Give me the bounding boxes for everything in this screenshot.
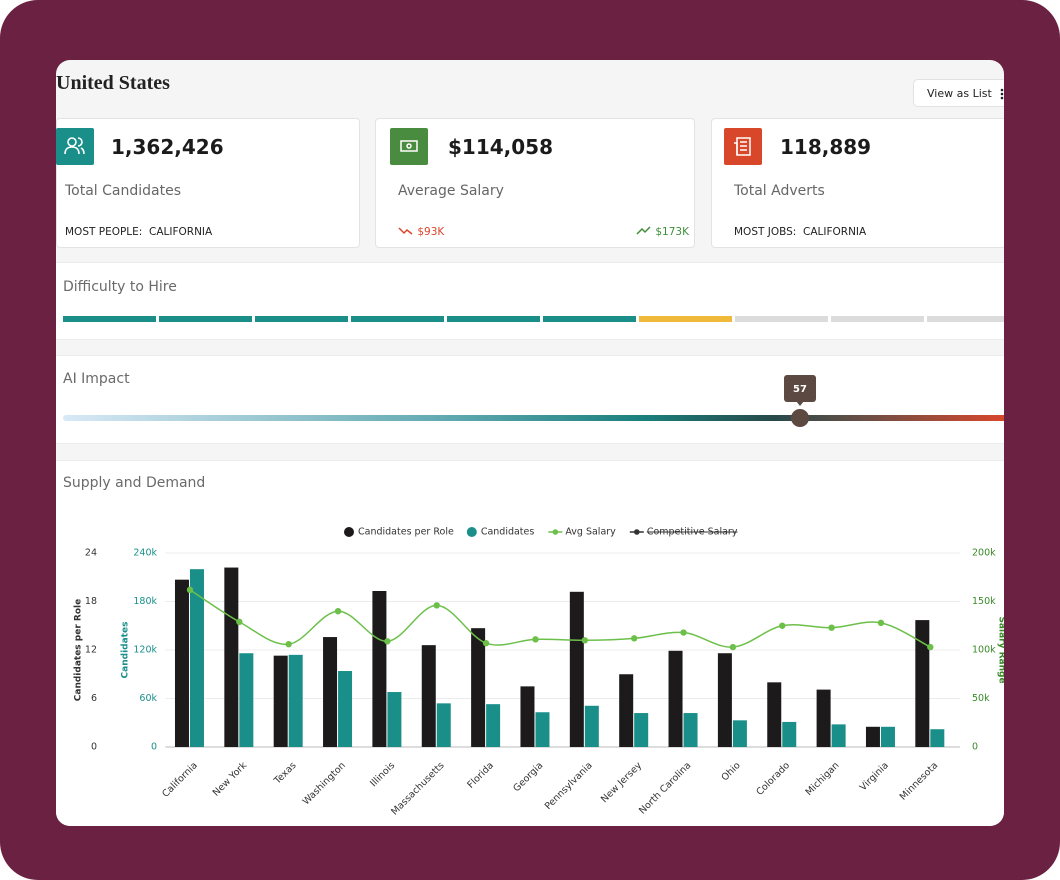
section-title: AI Impact <box>63 371 130 387</box>
page-title: United States <box>56 72 170 94</box>
salary-high-value: $173K <box>655 226 689 238</box>
adverts-icon <box>734 137 751 156</box>
salary-low: $93K <box>398 226 444 238</box>
card-icon <box>390 128 428 165</box>
button-label: View as List <box>927 87 992 100</box>
trend-down-icon <box>398 227 413 235</box>
card-icon <box>724 128 762 165</box>
kpi-card: $114,058 Average Salary $93K $173K <box>375 118 695 248</box>
card-value: 1,362,426 <box>111 135 224 159</box>
card-value: 118,889 <box>780 135 872 159</box>
money-icon <box>400 140 418 152</box>
grid-icon <box>1000 88 1004 100</box>
card-label: Average Salary <box>398 183 504 199</box>
section-title: Supply and Demand <box>63 475 206 491</box>
dashboard-panel: United States View as List 1,362,426 Tot… <box>56 60 1004 826</box>
footer-value: CALIFORNIA <box>149 226 213 238</box>
card-value: $114,058 <box>448 135 554 159</box>
kpi-card: 1,362,426 Total Candidates MOST PEOPLE: … <box>56 118 360 248</box>
card-icon <box>56 128 94 165</box>
section-title: Difficulty to Hire <box>63 279 177 295</box>
difficulty-section: Difficulty to Hire <box>56 262 1004 340</box>
kpi-card: 118,889 Total Adverts MOST JOBS: CALIFOR… <box>711 118 1004 248</box>
footer-label: MOST JOBS: <box>734 226 797 238</box>
view-as-list-button[interactable]: View as List <box>913 79 1004 107</box>
footer-value: CALIFORNIA <box>803 226 867 238</box>
card-label: Total Adverts <box>734 183 825 199</box>
salary-low-value: $93K <box>417 226 445 238</box>
salary-high: $173K <box>636 226 689 238</box>
footer-label: MOST PEOPLE: <box>65 226 143 238</box>
ai-impact-section: AI Impact <box>56 355 1004 444</box>
card-footer: MOST PEOPLE: CALIFORNIA <box>65 226 212 238</box>
trend-up-icon <box>636 226 651 235</box>
people-icon <box>64 137 85 155</box>
supply-demand-section: Supply and Demand <box>56 460 1004 826</box>
card-label: Total Candidates <box>65 183 182 199</box>
card-footer: MOST JOBS: CALIFORNIA <box>734 226 866 238</box>
